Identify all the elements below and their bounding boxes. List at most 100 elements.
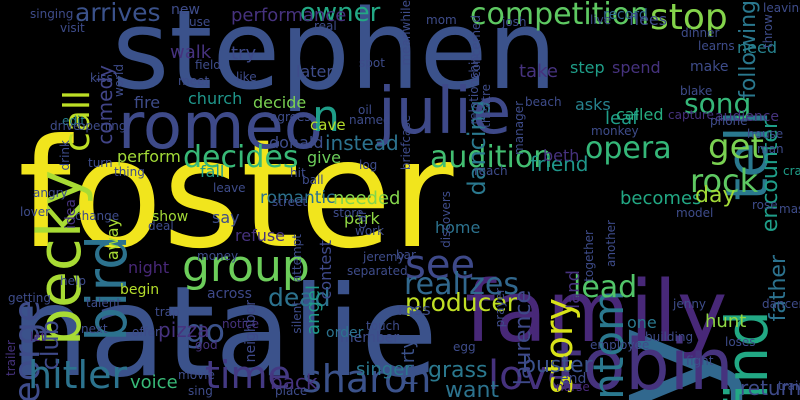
word: neighbor (243, 300, 259, 363)
word: rose (752, 198, 778, 212)
word: place (275, 384, 308, 398)
word: competition (470, 0, 650, 32)
word: family (465, 263, 728, 362)
word: throw (761, 14, 775, 49)
word: grass (428, 358, 488, 383)
word: romantic (260, 188, 336, 208)
word: need (737, 38, 777, 57)
word: car (355, 210, 369, 229)
word: dead (268, 283, 331, 312)
word: group (182, 241, 310, 292)
word: return (740, 376, 800, 400)
word: hitler (28, 353, 128, 397)
word: friend (530, 152, 589, 176)
word: bar (396, 248, 416, 262)
word: begin (120, 282, 160, 298)
word: building (645, 330, 694, 344)
word: donald (269, 133, 324, 152)
word: hit (290, 166, 306, 180)
word: log (359, 158, 378, 172)
word: fight (686, 354, 714, 368)
word: like (236, 70, 257, 84)
word: rock (690, 162, 759, 200)
word: let (30, 330, 46, 344)
word: jeremy (363, 250, 405, 264)
word: mom (426, 13, 457, 27)
word: movie (178, 368, 215, 382)
word: night (128, 258, 170, 277)
word: fall (200, 162, 225, 181)
word: away (103, 218, 122, 261)
word: world (112, 64, 126, 98)
word: back (270, 370, 318, 394)
word: across (207, 286, 252, 302)
word: fire (134, 93, 161, 112)
word: step (570, 58, 605, 77)
word: touch (366, 319, 400, 333)
word: getting (8, 291, 51, 305)
word: opera (585, 131, 672, 166)
word: cave (310, 116, 346, 134)
word: loses (725, 335, 756, 349)
word: day (695, 183, 736, 208)
word: give (307, 148, 341, 167)
word: order (326, 325, 364, 341)
word: jenny (673, 297, 707, 311)
word: dancer (762, 297, 800, 311)
word: instead (325, 131, 399, 155)
word: meet (178, 74, 210, 88)
word: next (81, 322, 108, 336)
word: decide (253, 93, 307, 112)
word: silent (290, 301, 304, 334)
word: land (563, 270, 584, 309)
word: dinner (681, 26, 720, 40)
word: leaf (605, 108, 639, 129)
word: flees (629, 10, 668, 29)
word: angry (33, 186, 68, 200)
word: stop (650, 0, 728, 38)
word: train (778, 379, 800, 393)
word: decides (183, 140, 299, 175)
word: change (75, 209, 120, 223)
word: visit (60, 21, 85, 35)
word: n (312, 91, 340, 142)
word: thing (114, 165, 145, 179)
word: man (757, 142, 784, 156)
word: hunt (705, 311, 747, 332)
word: deal (148, 219, 174, 233)
word: store (333, 206, 364, 220)
word: help (60, 274, 86, 288)
word: laurence (511, 290, 536, 386)
word: contest (316, 240, 335, 300)
word: performance (231, 5, 347, 26)
word: audition (430, 140, 553, 175)
word: voice (130, 372, 178, 393)
word: money (197, 249, 239, 263)
word: another (604, 220, 618, 267)
word: work (355, 224, 385, 238)
word: song (684, 87, 752, 120)
word: new (171, 2, 200, 18)
word: spend (612, 58, 661, 77)
word: audience (715, 109, 780, 125)
word: want (445, 378, 500, 400)
word: beth (543, 146, 580, 165)
word: model (676, 206, 714, 220)
word: offer (132, 325, 160, 339)
word: one (627, 313, 657, 332)
word: called (616, 105, 664, 124)
word: crash (783, 164, 800, 178)
word: field (195, 58, 221, 72)
word: singing (30, 7, 74, 21)
word: trap (155, 305, 180, 319)
word: take (519, 61, 558, 82)
word: monkey (591, 124, 639, 138)
word: live (590, 13, 612, 27)
word: discovers (439, 191, 453, 248)
word: ball (302, 173, 324, 187)
word: pizza (158, 318, 210, 342)
word: nurse (556, 380, 590, 394)
word: agrees (270, 110, 311, 124)
word: talent (86, 296, 122, 310)
word: park (344, 209, 380, 228)
